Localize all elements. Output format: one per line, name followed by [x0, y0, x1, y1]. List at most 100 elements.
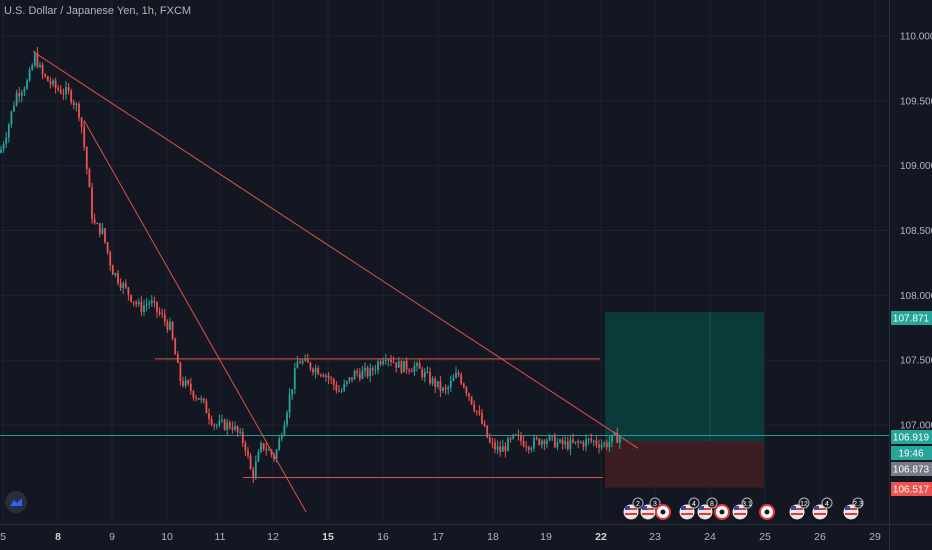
candle-body — [202, 398, 205, 401]
candle-body — [72, 102, 75, 106]
us-flag-event-icon[interactable]: 8 — [696, 497, 718, 521]
upper-trendline[interactable] — [32, 51, 639, 449]
candle-body — [468, 393, 470, 397]
candle-body — [603, 442, 606, 445]
event-count-badge — [852, 497, 864, 509]
event-count: 3 — [653, 501, 657, 508]
x-tick-label: 5 — [0, 531, 6, 543]
steep-trendline[interactable] — [83, 120, 307, 513]
candle-body — [262, 443, 265, 450]
event-count-badge — [821, 497, 833, 509]
x-tick-label: 25 — [759, 531, 771, 543]
candle-body — [613, 432, 616, 435]
x-tick-label: 26 — [814, 531, 826, 543]
us-flag-event-icon[interactable]: 2.3 — [842, 497, 864, 521]
candle-body — [353, 371, 356, 380]
candle-body — [525, 446, 528, 448]
event-circle-icon[interactable] — [759, 504, 775, 520]
candle-body — [366, 367, 369, 377]
candle-body — [340, 390, 343, 392]
candle-body — [330, 378, 333, 380]
candle-body — [317, 368, 320, 375]
flag-stripe — [642, 508, 654, 510]
price-labels: 107.871 106.919 19:46 106.873 106.517 — [891, 311, 932, 496]
candle-body — [278, 438, 281, 451]
candle-body — [392, 361, 395, 363]
candle-body — [83, 126, 86, 147]
event-circle-icon[interactable] — [655, 504, 671, 520]
candle-body — [93, 219, 96, 224]
candle-body — [166, 321, 169, 330]
candle-body — [189, 383, 192, 392]
candle-body — [2, 144, 5, 150]
flag-canton — [814, 506, 819, 510]
candle-body — [158, 311, 161, 314]
candle-body — [483, 423, 486, 426]
drawing-lines[interactable] — [0, 51, 889, 513]
us-flag-event-icon[interactable]: 3 — [639, 497, 661, 521]
candle-body — [356, 371, 359, 374]
candle-body — [171, 322, 174, 340]
price-label-box — [891, 446, 932, 460]
candle-body — [288, 394, 291, 413]
event-circle-icon[interactable] — [714, 504, 730, 520]
candle-body — [215, 425, 218, 427]
candle-body — [260, 443, 262, 452]
candle-body — [436, 381, 439, 388]
candle-body — [434, 378, 437, 388]
candle-body — [13, 105, 15, 112]
flag-stripe — [791, 513, 803, 515]
candle-body — [7, 124, 10, 138]
candle-body — [379, 361, 382, 365]
us-flag-event-icon[interactable]: 4 — [811, 497, 833, 521]
flag-canton — [845, 506, 850, 510]
candle-body — [351, 377, 353, 380]
economic-events[interactable]: 2 3 4 8 3.1 12 4 2.3 — [622, 497, 864, 521]
event-count-badge — [688, 497, 700, 509]
price-label-box — [891, 462, 932, 476]
candle-body — [548, 435, 551, 441]
candle-body — [486, 425, 489, 438]
candle-body — [314, 368, 317, 373]
candle-body — [241, 431, 244, 444]
candle-body — [39, 64, 41, 68]
candle-body — [223, 419, 226, 430]
event-count-badge — [798, 497, 810, 509]
candle-body — [452, 377, 455, 381]
candle-body — [184, 380, 187, 386]
event-count-badge — [649, 497, 661, 509]
price-label: 107.871 — [893, 314, 930, 325]
candle-body — [299, 361, 301, 364]
tradingview-logo-icon[interactable] — [5, 491, 27, 513]
us-flag-event-icon[interactable]: 12 — [788, 497, 810, 521]
event-count: 3.1 — [742, 501, 752, 508]
candle-body — [332, 379, 335, 385]
x-tick-label: 12 — [267, 531, 279, 543]
candle-body — [345, 381, 348, 384]
candle-body — [473, 404, 476, 411]
candle-body — [462, 383, 465, 388]
candle-body — [31, 65, 34, 70]
candle-body — [5, 137, 8, 145]
candle-body — [569, 439, 572, 450]
candle-body — [496, 446, 499, 450]
candle-body — [598, 444, 600, 448]
flag-stripe — [699, 513, 711, 515]
candle-body — [275, 450, 278, 459]
candle-body — [507, 438, 509, 451]
us-flag-event-icon[interactable]: 3.1 — [731, 497, 753, 521]
candle-body — [78, 104, 80, 118]
candle-body — [231, 427, 234, 430]
us-flag-event-icon[interactable]: 4 — [678, 497, 700, 521]
candle-body — [67, 87, 70, 91]
us-flag-event-icon[interactable]: 2 — [622, 497, 644, 521]
candle-body — [540, 440, 543, 445]
candlestick-series — [0, 47, 621, 484]
flag-canton — [699, 506, 704, 510]
candle-body — [75, 104, 78, 106]
candle-body — [561, 439, 564, 445]
candle-body — [564, 441, 567, 445]
candle-body — [117, 273, 119, 283]
